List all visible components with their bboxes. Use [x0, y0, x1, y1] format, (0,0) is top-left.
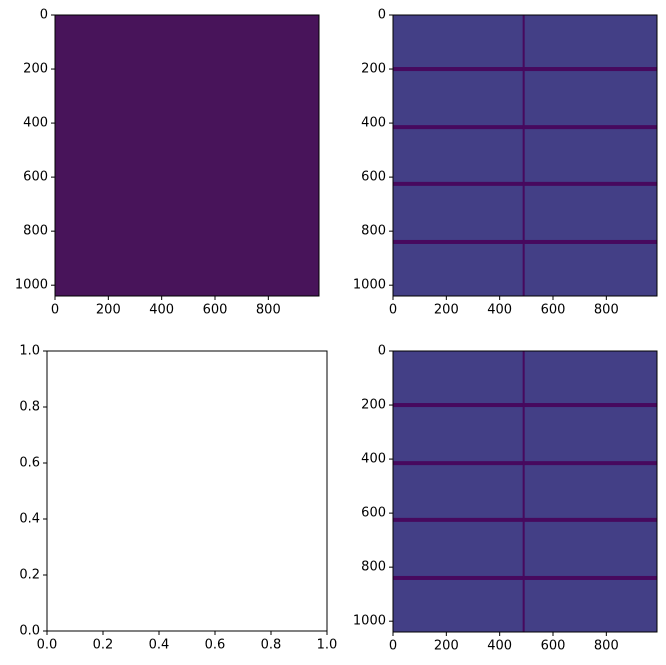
x-tick-label: 0.0 — [37, 638, 58, 653]
y-tick-label: 800 — [23, 224, 48, 239]
x-tick-label: 1.0 — [317, 638, 338, 653]
y-tick-label: 200 — [361, 62, 386, 77]
x-tick-label: 0 — [389, 303, 397, 318]
x-tick-label: 800 — [594, 639, 619, 654]
row-band — [393, 575, 657, 580]
y-tick-label: 400 — [361, 116, 386, 131]
x-tick-label: 800 — [594, 303, 619, 318]
y-tick-label: 800 — [361, 224, 386, 239]
x-tick-label: 200 — [434, 639, 459, 654]
y-tick-label: 600 — [361, 170, 386, 185]
image — [393, 351, 657, 632]
y-tick-label: 0.0 — [19, 624, 40, 639]
x-tick-label: 800 — [256, 303, 281, 318]
x-tick-label: 400 — [487, 303, 512, 318]
row-band — [393, 125, 657, 130]
y-tick-label: 800 — [361, 560, 386, 575]
x-tick-label: 400 — [487, 639, 512, 654]
y-tick-label: 1000 — [353, 278, 386, 293]
image — [393, 15, 657, 296]
y-tick-label: 600 — [361, 506, 386, 521]
axes-frame — [392, 14, 658, 297]
x-tick-label: 0.4 — [149, 638, 170, 653]
x-tick-label: 0.2 — [93, 638, 114, 653]
row-band — [393, 461, 657, 466]
y-tick-label: 200 — [23, 62, 48, 77]
row-band — [393, 403, 657, 408]
x-tick-label: 400 — [149, 303, 174, 318]
y-tick-label: 0 — [378, 8, 386, 23]
x-tick-label: 600 — [541, 303, 566, 318]
x-tick-label: 200 — [434, 303, 459, 318]
y-tick-label: 0.4 — [19, 512, 40, 527]
axes-frame — [392, 350, 658, 633]
row-band — [393, 239, 657, 244]
x-tick-label: 600 — [541, 639, 566, 654]
y-tick-label: 0 — [378, 344, 386, 359]
axes-frame — [54, 14, 320, 297]
y-tick-label: 400 — [23, 116, 48, 131]
y-tick-label: 400 — [361, 452, 386, 467]
image — [55, 15, 319, 296]
x-tick-label: 0 — [51, 303, 59, 318]
y-tick-label: 0.6 — [19, 456, 40, 471]
y-tick-label: 0.8 — [19, 400, 40, 415]
x-tick-label: 0 — [389, 639, 397, 654]
row-band — [393, 181, 657, 186]
row-band — [393, 67, 657, 72]
y-tick-label: 200 — [361, 398, 386, 413]
y-tick-label: 600 — [23, 170, 48, 185]
y-tick-label: 1000 — [15, 278, 48, 293]
y-tick-label: 1000 — [353, 614, 386, 629]
x-tick-label: 0.6 — [205, 638, 226, 653]
y-tick-label: 0.2 — [19, 568, 40, 583]
x-tick-label: 0.8 — [261, 638, 282, 653]
row-band — [393, 517, 657, 522]
x-tick-label: 200 — [96, 303, 121, 318]
column-band — [522, 15, 525, 296]
y-tick-label: 1.0 — [19, 344, 40, 359]
axes-frame — [46, 350, 328, 632]
x-tick-label: 600 — [203, 303, 228, 318]
y-tick-label: 0 — [40, 8, 48, 23]
column-band — [522, 351, 525, 632]
